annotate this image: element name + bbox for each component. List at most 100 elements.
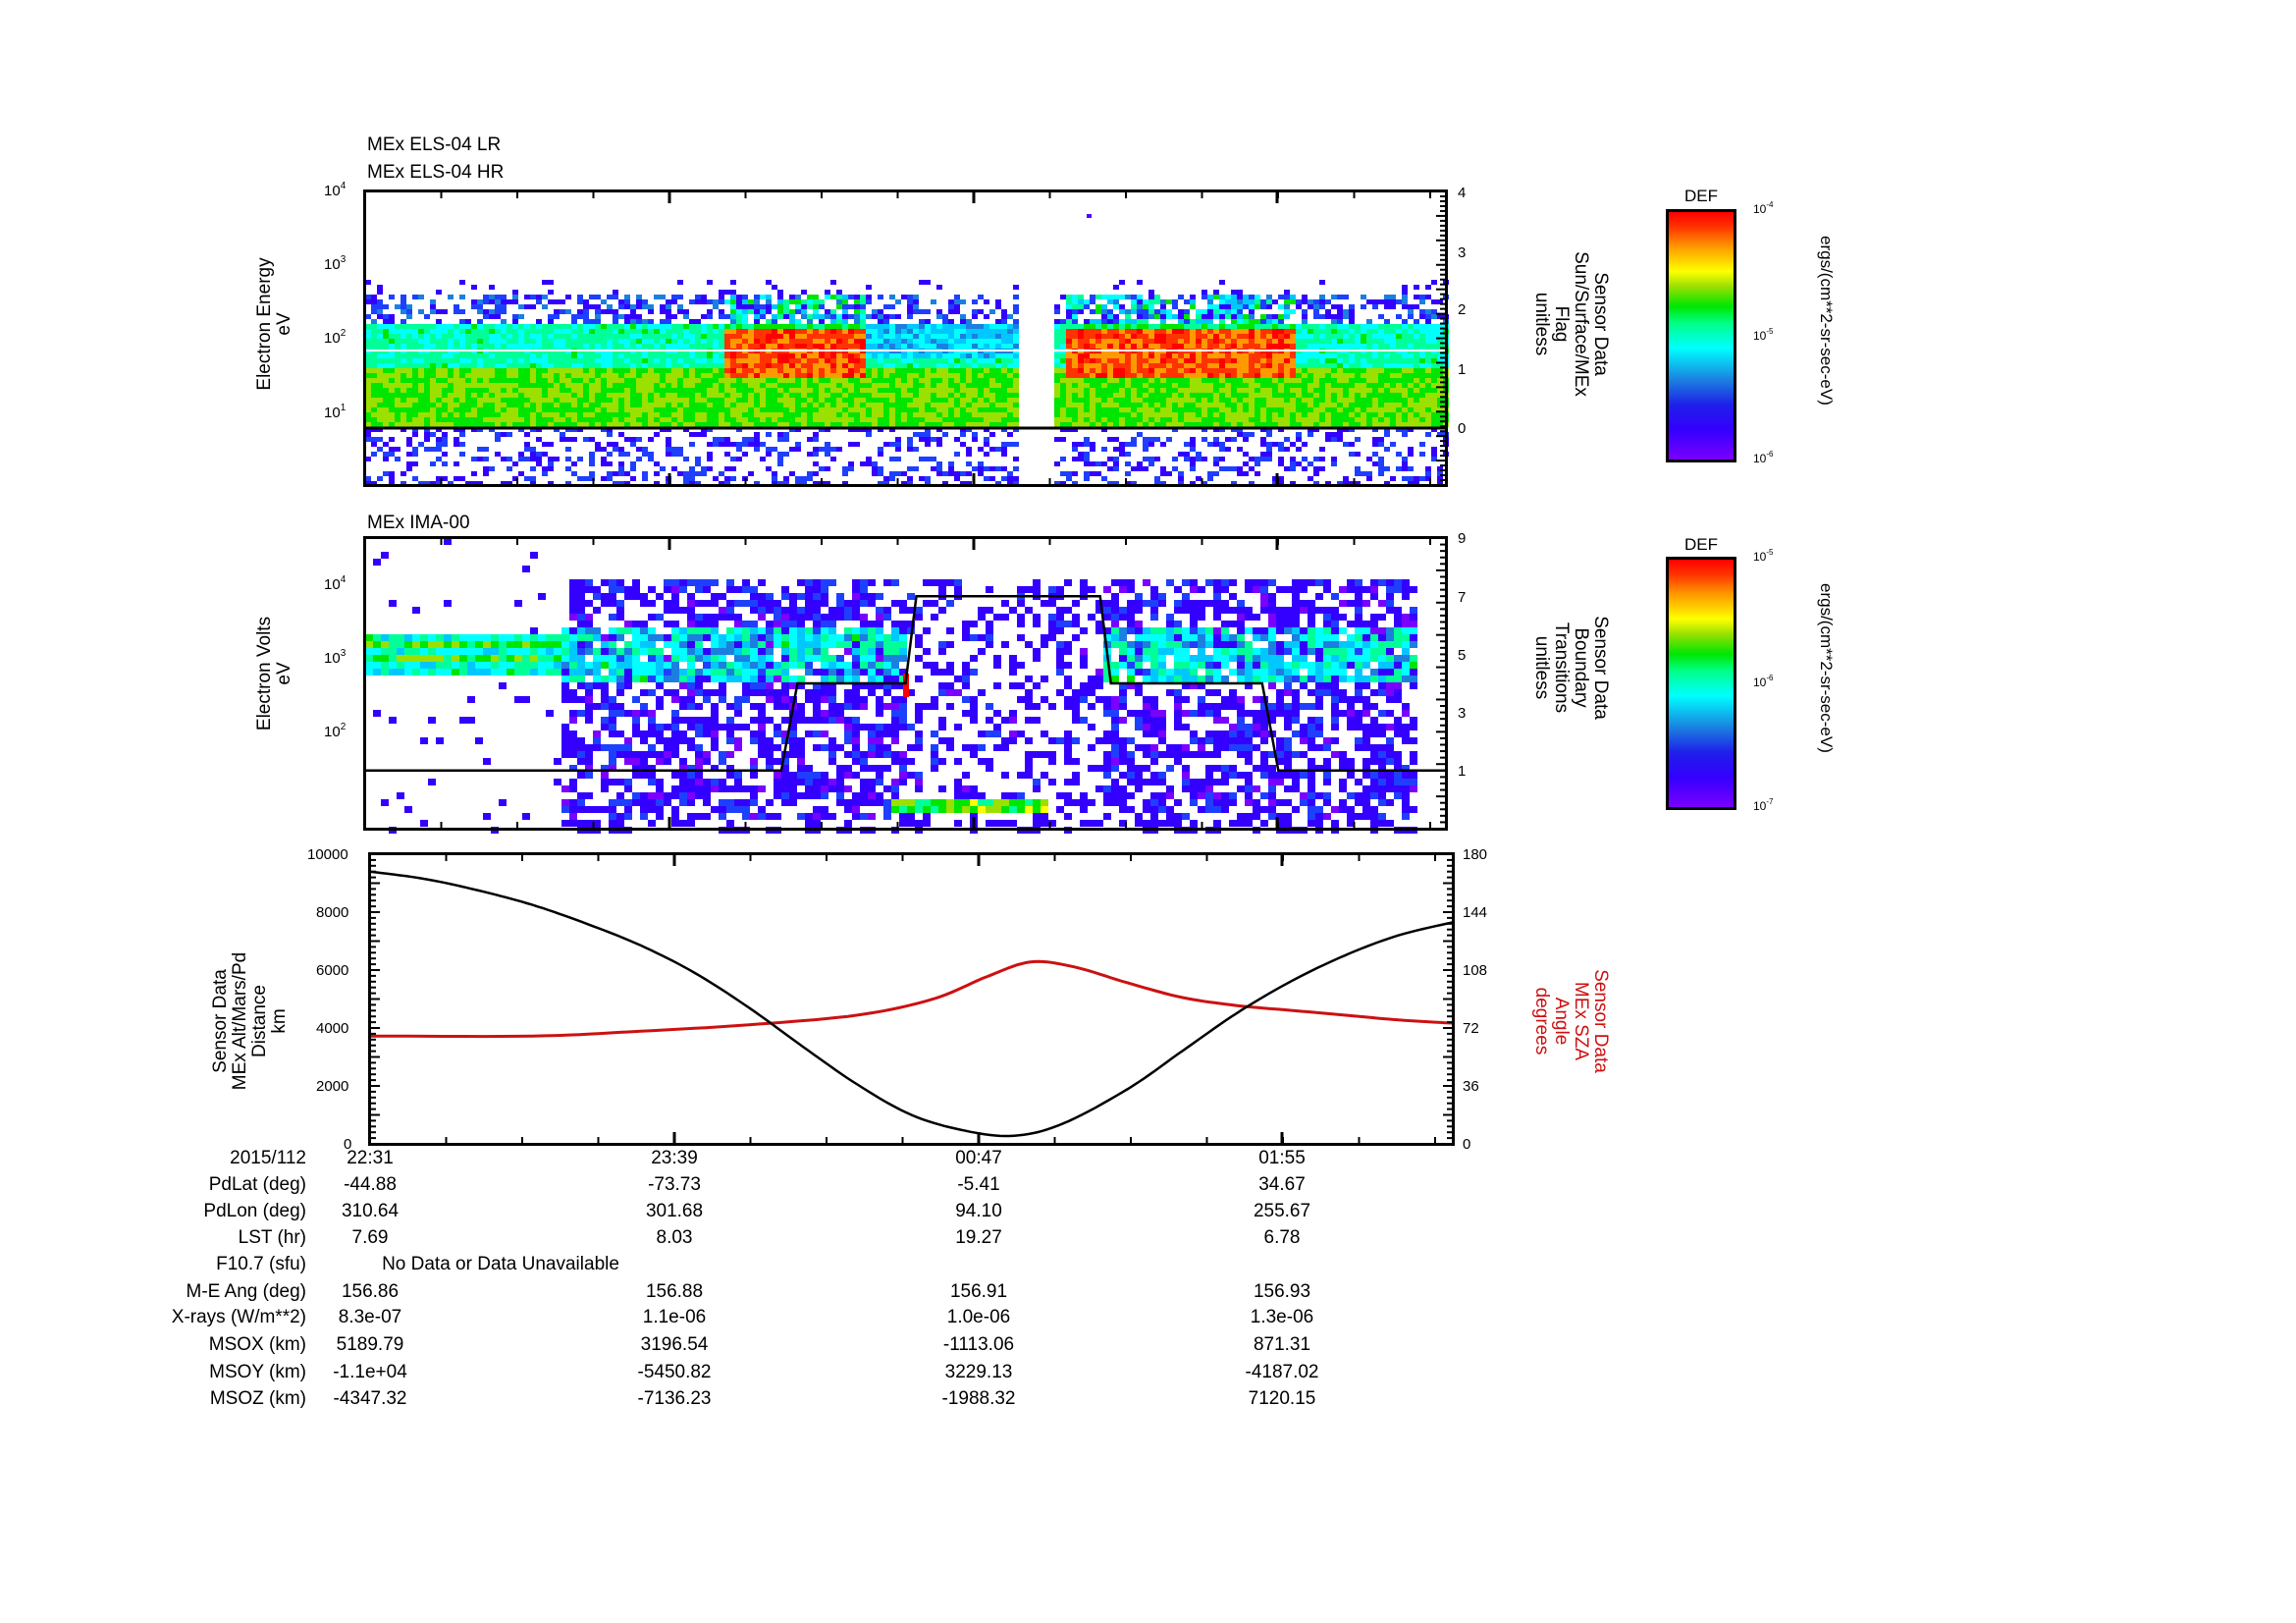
table-cell: 3196.54 [640, 1334, 709, 1355]
colorbar-1-mid: 10-5 [1753, 327, 1774, 343]
table-cell: 3229.13 [944, 1362, 1013, 1382]
orbit-ytick-10000: 10000 [307, 846, 348, 863]
ima-rtick-9: 9 [1458, 530, 1467, 547]
table-cell: 34.67 [1258, 1174, 1306, 1195]
table-row: LST (hr) 7.69 8.03 19.27 6.78 [0, 1226, 1472, 1250]
table-cell: 1.0e-06 [946, 1307, 1011, 1327]
table-row: PdLon (deg) 310.64 301.68 94.10 255.67 [0, 1200, 1472, 1223]
table-cell: 7.69 [351, 1227, 389, 1248]
colorbar-2-max: 10-5 [1753, 548, 1774, 564]
orbit-rtick-180: 180 [1463, 846, 1488, 863]
table-cell: 1.3e-06 [1250, 1307, 1314, 1327]
table-row: X-rays (W/m**2) 8.3e-07 1.1e-06 1.0e-06 1.3e… [0, 1306, 1472, 1329]
table-cell: 22:31 [347, 1148, 394, 1168]
ima-ytick-1e2: 102 [324, 722, 347, 740]
table-cell: 8.3e-07 [338, 1307, 402, 1327]
table-row: MSOZ (km) -4347.32 -7136.23 -1988.32 7120.15 [0, 1387, 1472, 1411]
table-row-label: F10.7 (sfu) [216, 1254, 306, 1274]
table-row-label: LST (hr) [238, 1227, 306, 1248]
orbit-rtick-36: 36 [1463, 1078, 1479, 1095]
els-ytick-1e4: 104 [324, 181, 347, 199]
colorbar-1 [1666, 209, 1736, 462]
orbit-rtick-108: 108 [1463, 962, 1488, 979]
table-row: 2015/112 22:31 23:39 00:47 01:55 [0, 1147, 1472, 1170]
table-row: M-E Ang (deg) 156.86 156.88 156.91 156.93 [0, 1280, 1472, 1304]
table-cell: 23:39 [651, 1148, 698, 1168]
table-cell: -7136.23 [637, 1388, 712, 1409]
table-cell: 94.10 [955, 1201, 1002, 1221]
els-right-axis-label: Sensor Data Sun/Surface/MEx Flag unitless [1531, 251, 1611, 397]
colorbar-2-min: 10-7 [1753, 797, 1774, 813]
ima-right-axis-label: Sensor Data Boundary Transitions unitless [1531, 616, 1611, 720]
table-cell: 6.78 [1263, 1227, 1301, 1248]
table-cell: -1.1e+04 [333, 1362, 407, 1382]
table-cell: -5450.82 [637, 1362, 712, 1382]
orbit-rtick-144: 144 [1463, 904, 1488, 921]
colorbar-2-title: DEF [1684, 535, 1718, 554]
colorbar-2-unit: ergs/(cm**2-sr-sec-eV) [1817, 583, 1836, 753]
table-cell: 310.64 [341, 1201, 400, 1221]
colorbar-1-max: 10-4 [1753, 200, 1774, 216]
orbit-line-chart [369, 853, 1454, 1145]
els-rtick-3: 3 [1458, 244, 1467, 261]
table-cell: 7120.15 [1248, 1388, 1316, 1409]
els-ytick-1e3: 103 [324, 254, 347, 273]
table-cell-span: No Data or Data Unavailable [382, 1254, 619, 1274]
els-rtick-4: 4 [1458, 185, 1467, 201]
table-cell: -5.41 [957, 1174, 1000, 1195]
table-cell: 156.88 [645, 1281, 704, 1302]
ima-rtick-5: 5 [1458, 647, 1467, 664]
table-row-label: X-rays (W/m**2) [171, 1307, 306, 1327]
table-cell: 5189.79 [336, 1334, 404, 1355]
orbit-ytick-2000: 2000 [316, 1078, 349, 1095]
els-frame [363, 189, 1448, 487]
colorbar-2 [1666, 557, 1736, 810]
table-cell: 156.93 [1253, 1281, 1311, 1302]
table-row: MSOY (km) -1.1e+04 -5450.82 3229.13 -4187.02 [0, 1361, 1472, 1384]
table-cell: 8.03 [656, 1227, 693, 1248]
orbit-ytick-4000: 4000 [316, 1020, 349, 1037]
panel-els-title-hr: MEx ELS-04 HR [367, 162, 505, 183]
ima-ytick-1e4: 104 [324, 574, 347, 593]
table-cell: -73.73 [648, 1174, 701, 1195]
orbit-right-axis-label: Sensor Data MEx SZA Angle degrees [1531, 969, 1611, 1073]
table-cell: 156.86 [341, 1281, 400, 1302]
table-cell: -4187.02 [1245, 1362, 1319, 1382]
table-cell: 00:47 [955, 1148, 1002, 1168]
table-row: F10.7 (sfu) No Data or Data Unavailable [0, 1253, 1472, 1276]
table-row-label: M-E Ang (deg) [186, 1281, 307, 1302]
els-ytick-1e1: 101 [324, 403, 347, 421]
orbit-rtick-0: 0 [1463, 1136, 1471, 1153]
els-rtick-2: 2 [1458, 301, 1467, 318]
orbit-ytick-0: 0 [344, 1136, 352, 1153]
els-rtick-1: 1 [1458, 361, 1467, 378]
table-cell: -1113.06 [942, 1334, 1015, 1355]
orbit-rtick-72: 72 [1463, 1020, 1479, 1037]
els-spectrogram [364, 190, 1449, 486]
table-cell: -1988.32 [941, 1388, 1016, 1409]
orbit-frame [368, 852, 1455, 1146]
table-cell: 19.27 [955, 1227, 1002, 1248]
ima-rtick-1: 1 [1458, 763, 1467, 780]
table-cell: 255.67 [1253, 1201, 1311, 1221]
ima-rtick-7: 7 [1458, 589, 1467, 606]
ima-frame [363, 536, 1448, 831]
table-row: MSOX (km) 5189.79 3196.54 -1113.06 871.31 [0, 1333, 1472, 1357]
ima-left-axis-label: Electron Volts eV [254, 616, 294, 731]
colorbar-1-unit: ergs/(cm**2-sr-sec-eV) [1817, 236, 1836, 406]
panel-els-title-lr: MEx ELS-04 LR [367, 135, 502, 155]
table-cell: 156.91 [949, 1281, 1008, 1302]
table-row-label: MSOZ (km) [209, 1388, 306, 1409]
orbit-left-axis-label: Sensor Data MEx Alt/Mars/Pd Distance km [210, 951, 290, 1091]
ima-spectrogram [364, 537, 1446, 834]
els-left-axis-label: Electron Energy eV [254, 257, 294, 391]
table-cell: -44.88 [344, 1174, 397, 1195]
colorbar-2-mid: 10-6 [1753, 674, 1774, 689]
orbit-ytick-8000: 8000 [316, 904, 349, 921]
els-ytick-1e2: 102 [324, 328, 347, 347]
table-row-label: PdLon (deg) [203, 1201, 306, 1221]
ima-rtick-3: 3 [1458, 705, 1467, 722]
orbit-ytick-6000: 6000 [316, 962, 349, 979]
colorbar-1-title: DEF [1684, 187, 1718, 205]
panel-ima-title: MEx IMA-00 [367, 513, 470, 533]
